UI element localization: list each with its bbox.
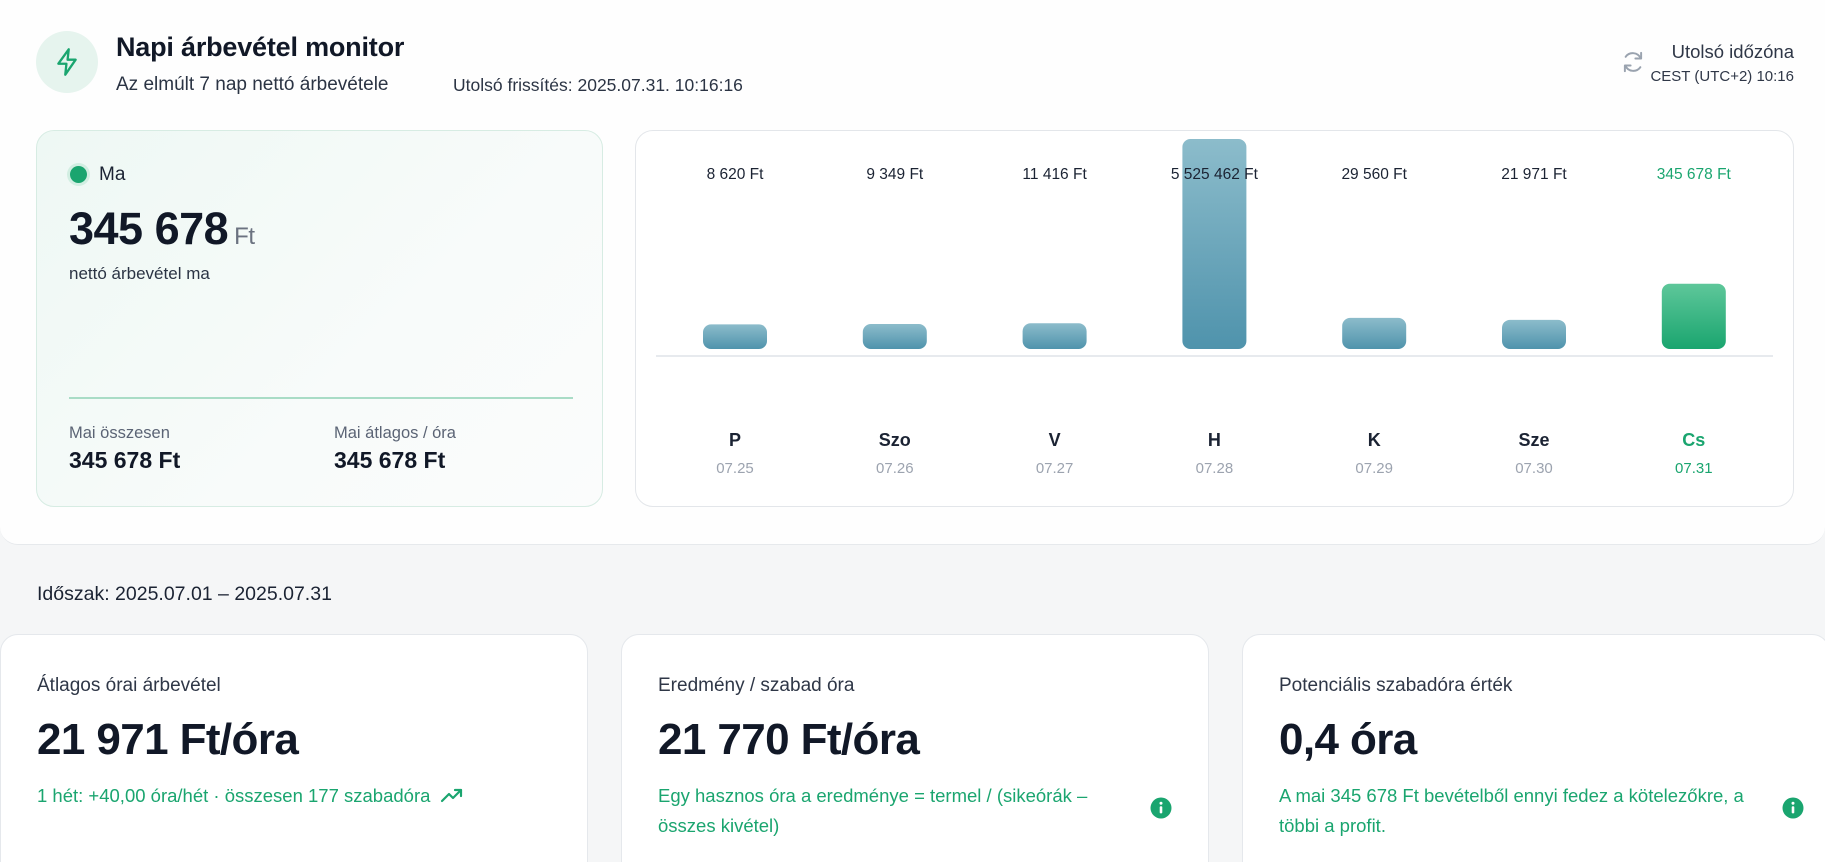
bar-value-label: 345 678 Ft	[1657, 166, 1732, 183]
lightning-icon	[57, 48, 77, 76]
divider	[69, 397, 573, 399]
bar-value-label: 11 416 Ft	[1022, 166, 1087, 183]
info-icon[interactable]	[1782, 797, 1804, 819]
trend-up-icon	[440, 788, 462, 803]
logo	[36, 31, 98, 93]
bar-szo	[862, 324, 927, 349]
x-axis-day-label: V	[1049, 430, 1061, 450]
revenue-monitor-panel: Napi árbevétel monitor Az elmúlt 7 nap n…	[0, 31, 1825, 545]
today-total-value: 345 678 Ft	[69, 447, 181, 473]
kpi-note: Egy hasznos óra a eredménye = termel / (…	[658, 785, 1088, 836]
kpi-note: A mai 345 678 Ft bevételből ennyi fedez …	[1279, 785, 1744, 836]
bar-k	[1342, 317, 1407, 349]
kpi-title: Eredmény / szabad óra	[658, 675, 855, 696]
x-axis-date-label: 07.28	[1196, 460, 1234, 477]
kpi-value: 0,4 óra	[1279, 715, 1417, 764]
page-subtitle: Az elmúlt 7 nap nettó árbevétele	[116, 74, 389, 95]
x-axis-day-label: Cs	[1682, 430, 1705, 450]
period-label: Időszak: 2025.07.01 – 2025.07.31	[37, 583, 332, 605]
today-avg-label: Mai átlagos / óra	[334, 424, 456, 442]
x-axis-day-label: P	[729, 430, 741, 450]
bar-chart: 8 620 Ft P 07.25 9 349 Ft Szo 07.26 11 416 Ft V…	[656, 139, 1773, 477]
bar-sze	[1502, 319, 1566, 349]
status-dot	[70, 166, 87, 183]
today-revenue-card: Ma 345 678 Ft nettó árbevétel ma Mai össz…	[36, 130, 603, 507]
kpi-value: 21 971 Ft/óra	[37, 715, 299, 764]
x-axis-date-label: 07.29	[1355, 460, 1393, 477]
refresh-icon[interactable]	[1620, 49, 1646, 75]
kpi-title: Átlagos órai árbevétel	[37, 675, 221, 696]
x-axis-day-label: Szo	[879, 430, 911, 450]
x-axis-day-label: K	[1368, 430, 1381, 450]
today-total-label: Mai összesen	[69, 424, 170, 442]
today-caption: nettó árbevétel ma	[69, 264, 210, 283]
timezone-value: CEST (UTC+2) 10:16	[1650, 68, 1794, 85]
x-axis-day-label: H	[1208, 430, 1221, 450]
bar-h	[1182, 139, 1247, 349]
bar-cs	[1661, 283, 1726, 349]
kpi-title: Potenciális szabadóra érték	[1279, 675, 1513, 696]
last-updated: Utolsó frissítés: 2025.07.31. 10:16:16	[453, 75, 743, 95]
bar-value-label: 29 560 Ft	[1341, 166, 1407, 183]
weekly-revenue-chart: 8 620 Ft P 07.25 9 349 Ft Szo 07.26 11 416 Ft V…	[635, 130, 1794, 507]
today-amount: 345 678	[69, 203, 229, 254]
timezone-label: Utolsó időzóna	[1671, 41, 1794, 62]
timezone-info: Utolsó időzóna CEST (UTC+2) 10:16	[1650, 41, 1794, 85]
x-axis-date-label: 07.25	[716, 460, 754, 477]
kpi-note: 1 hét: +40,00 óra/hét · összesen 177 sza…	[37, 781, 464, 811]
bar-value-label: 8 620 Ft	[707, 166, 765, 183]
x-axis-date-label: 07.31	[1675, 460, 1713, 477]
x-axis-day-label: Sze	[1518, 430, 1549, 450]
kpi-card-result-per-hour: Eredmény / szabad óra 21 770 Ft/óra Egy …	[621, 634, 1209, 862]
bar-value-label: 21 971 Ft	[1501, 166, 1567, 183]
x-axis-date-label: 07.26	[876, 460, 914, 477]
kpi-card-avg-hourly: Átlagos órai árbevétel 21 971 Ft/óra 1 h…	[0, 634, 588, 862]
page-title: Napi árbevétel monitor	[116, 32, 405, 62]
x-axis-date-label: 07.27	[1036, 460, 1074, 477]
x-axis-date-label: 07.30	[1515, 460, 1553, 477]
bar-v	[1022, 323, 1087, 349]
today-avg-value: 345 678 Ft	[334, 447, 446, 473]
today-value: 345 678 Ft	[69, 203, 255, 255]
bar-p	[703, 324, 767, 349]
kpi-card-potential-value: Potenciális szabadóra érték 0,4 óra A ma…	[1242, 634, 1825, 862]
today-unit: Ft	[234, 223, 255, 250]
today-label: Ma	[99, 164, 126, 185]
bar-value-label: 5 525 462 Ft	[1171, 166, 1259, 183]
kpi-value: 21 770 Ft/óra	[658, 715, 920, 764]
kpi-note-text: 1 hét: +40,00 óra/hét · összesen 177 sza…	[37, 785, 431, 806]
bar-value-label: 9 349 Ft	[866, 166, 924, 183]
info-icon[interactable]	[1150, 797, 1172, 819]
